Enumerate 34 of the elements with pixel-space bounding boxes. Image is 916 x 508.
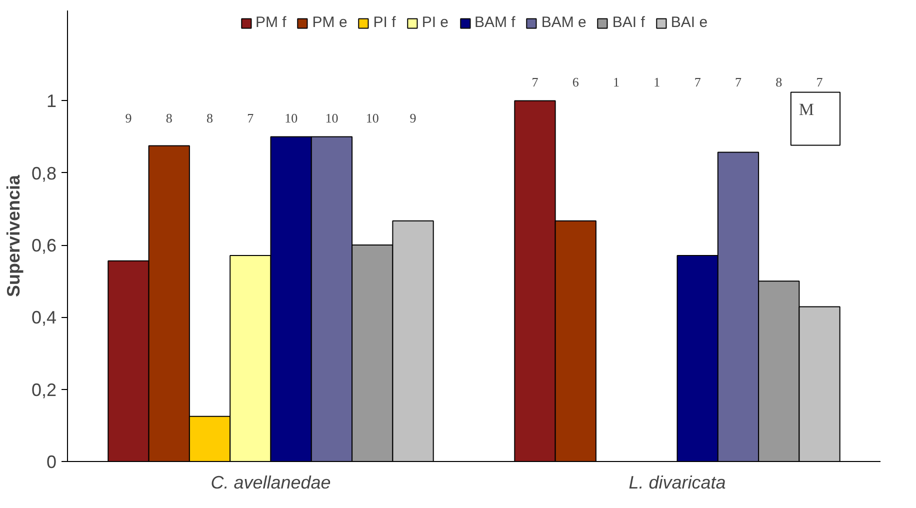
legend-label: PM f [255, 14, 286, 31]
annotation: 10 [284, 110, 298, 126]
legend-label: BAI e [670, 14, 708, 31]
x-tick-label: C. avellanedae [210, 472, 331, 492]
y-tick-label: 0,2 [31, 380, 57, 400]
annotation: 1 [654, 74, 660, 90]
y-tick-label: 1 [46, 91, 57, 112]
annotation: 8 [206, 110, 214, 126]
annotation: 8 [776, 74, 782, 90]
legend-label: PI e [422, 14, 448, 31]
y-axis-title: Supervivencia [3, 174, 24, 298]
y-tick-label: 0,4 [31, 308, 57, 328]
annotation: 7 [532, 74, 539, 90]
annotation: 9 [125, 110, 132, 126]
annotation: 8 [166, 110, 172, 126]
annotation: 7 [247, 110, 254, 126]
legend-label: BAM f [474, 14, 516, 31]
y-tick-label: 0,8 [31, 163, 57, 184]
annotation: 7 [734, 74, 742, 90]
annotation: M [798, 100, 814, 120]
legend-label: PM e [312, 14, 348, 31]
x-tick-label: L. divaricata [628, 472, 726, 492]
annotation: 1 [613, 74, 620, 90]
annotation: 6 [572, 74, 580, 90]
annotation: 7 [694, 74, 702, 90]
annotation: 7 [816, 74, 824, 90]
annotation: 10 [325, 110, 338, 126]
legend-label: BAI f [612, 14, 645, 31]
annotation: 10 [366, 110, 379, 126]
legend-label: BAM e [541, 14, 586, 31]
annotation: 9 [410, 110, 416, 126]
y-tick-label: 0 [46, 452, 57, 472]
y-tick-label: 0,6 [31, 236, 57, 256]
legend-label: PI f [373, 14, 396, 31]
